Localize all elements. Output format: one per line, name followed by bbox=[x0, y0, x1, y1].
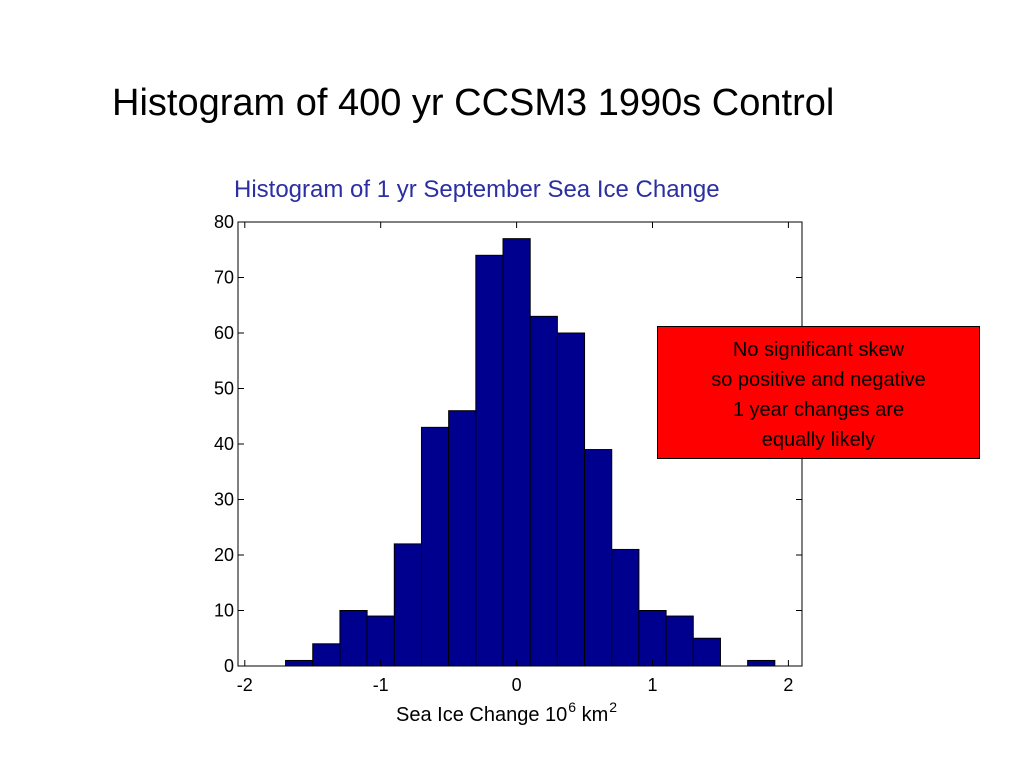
histogram-bar bbox=[665, 615, 694, 667]
histogram-bar bbox=[747, 659, 776, 667]
histogram-bar bbox=[529, 315, 558, 667]
histogram-bar bbox=[638, 610, 667, 667]
x-tick-label: 2 bbox=[783, 675, 793, 695]
chart-title: Histogram of 1 yr September Sea Ice Chan… bbox=[234, 176, 720, 203]
annotation-line: so positive and negative bbox=[711, 369, 926, 391]
annotation-box: No significant skew so positive and nega… bbox=[657, 326, 980, 459]
y-tick-label: 70 bbox=[214, 268, 234, 288]
annotation-line: No significant skew bbox=[732, 339, 905, 361]
y-tick-label: 40 bbox=[214, 434, 234, 454]
histogram-bar bbox=[448, 410, 477, 667]
y-tick-label: 30 bbox=[214, 490, 234, 510]
x-tick-label: 0 bbox=[512, 675, 522, 695]
y-tick-label: 50 bbox=[214, 379, 234, 399]
histogram-bar bbox=[366, 615, 395, 667]
histogram-bar bbox=[312, 643, 341, 667]
histogram-bar bbox=[584, 449, 613, 667]
x-tick-label: 1 bbox=[647, 675, 657, 695]
x-axis-label: Sea Ice Change 106 km2 bbox=[396, 699, 618, 726]
annotation-line: 1 year changes are bbox=[732, 399, 905, 421]
histogram-bar bbox=[339, 610, 368, 667]
histogram-bar bbox=[556, 332, 586, 667]
histogram-bar bbox=[611, 548, 640, 667]
y-tick-label: 80 bbox=[214, 212, 234, 232]
histogram-bar bbox=[502, 238, 531, 667]
histogram-bar bbox=[420, 426, 450, 667]
histogram-bar bbox=[692, 637, 721, 667]
y-tick-label: 20 bbox=[214, 545, 234, 565]
slide-title: Histogram of 400 yr CCSM3 1990s Control bbox=[112, 82, 835, 124]
y-tick-label: 60 bbox=[214, 323, 234, 343]
x-tick-label: -2 bbox=[237, 675, 253, 695]
y-tick-label: 0 bbox=[224, 656, 234, 676]
histogram-bar bbox=[285, 659, 314, 667]
y-tick-label: 10 bbox=[214, 601, 234, 621]
x-tick-label: -1 bbox=[373, 675, 389, 695]
histogram-bars bbox=[285, 238, 776, 667]
histogram-bar bbox=[475, 254, 504, 667]
annotation-line: equally likely bbox=[761, 429, 876, 451]
histogram-bar bbox=[393, 543, 422, 667]
